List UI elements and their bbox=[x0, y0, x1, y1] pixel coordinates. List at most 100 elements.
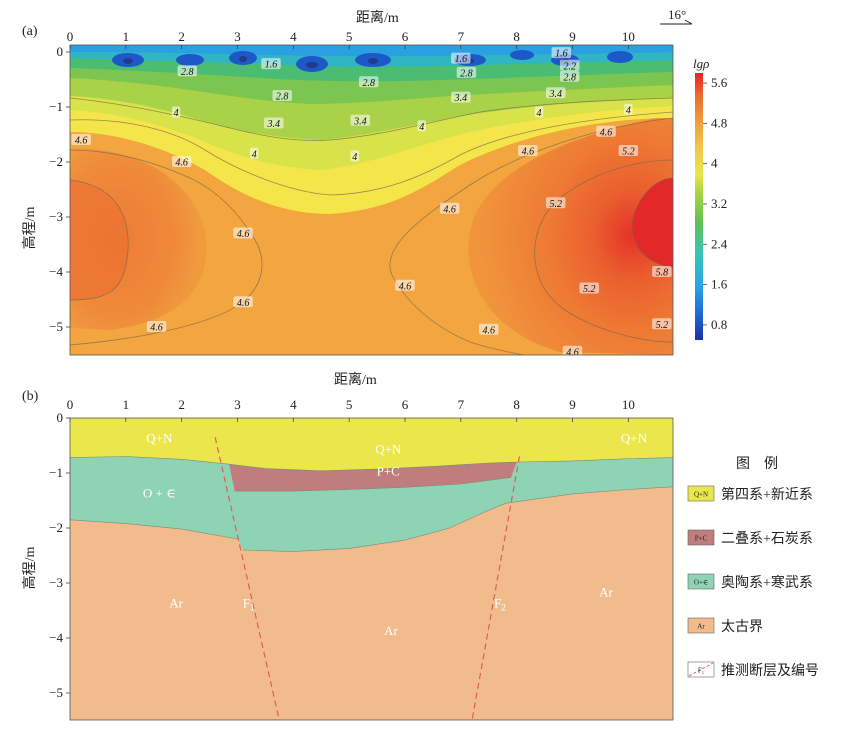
contour-label-bg bbox=[272, 90, 292, 101]
contour-label: 5.2 bbox=[622, 147, 635, 158]
y-tick-label: 0 bbox=[57, 44, 64, 59]
unit-o-e bbox=[70, 456, 673, 552]
y-tick-label: −2 bbox=[49, 520, 63, 535]
x-tick-label: 10 bbox=[622, 29, 635, 44]
y-tick-label: −3 bbox=[49, 575, 63, 590]
contour-label: 4.6 bbox=[237, 229, 250, 240]
layer-boundary bbox=[505, 486, 673, 504]
legend-item: Q+N 第四系+新近系 bbox=[687, 485, 813, 503]
colorbar-label: lgρ bbox=[693, 56, 709, 71]
x-tick-label: 5 bbox=[346, 397, 353, 412]
legend-item: F₁ 推测断层及编号 bbox=[687, 661, 819, 679]
contour-label-bg bbox=[534, 106, 544, 118]
contour-label-bg bbox=[624, 103, 633, 115]
fault-label: F1 bbox=[243, 595, 255, 612]
contour-label: 4.6 bbox=[399, 281, 412, 292]
contour-label: 4.6 bbox=[443, 204, 456, 215]
unit-label: Q+N bbox=[375, 441, 402, 456]
legend-swatch bbox=[687, 617, 715, 634]
contour-label-bg bbox=[146, 321, 167, 332]
contour-label: 4.6 bbox=[522, 147, 535, 158]
unit-p-c bbox=[229, 462, 517, 492]
contour-label: 4.6 bbox=[600, 127, 613, 138]
contour-label-bg bbox=[264, 117, 284, 129]
legend-symbol: F₁ bbox=[698, 667, 704, 675]
contour-label-bg bbox=[546, 197, 566, 209]
legend-label: 推测断层及编号 bbox=[721, 663, 819, 679]
contour-label-bg bbox=[350, 114, 371, 126]
contour-label-bg bbox=[551, 47, 572, 59]
panel-b-y-ticks: 0 −1 −2 −3 −4 −5 bbox=[49, 410, 70, 700]
y-tick-label: −5 bbox=[49, 319, 63, 334]
panel-a-x-ticks: 0 1 2 3 4 5 6 7 8 9 10 bbox=[67, 29, 635, 49]
legend: 图 例 Q+N 第四系+新近系 P+C 二叠系+石炭系 O+∈ 奥陶系+寒武系 Ar 太古界 F… bbox=[687, 456, 819, 679]
legend-item: Ar 太古界 bbox=[687, 617, 763, 635]
panel-b-x-ticks: 0 1 2 3 4 5 6 7 8 9 10 bbox=[67, 397, 635, 422]
x-tick-label: 0 bbox=[67, 397, 74, 412]
contour-label-bg bbox=[652, 266, 672, 277]
y-tick-label: −1 bbox=[49, 465, 63, 480]
x-tick-label: 10 bbox=[622, 397, 635, 412]
contour-label-bg bbox=[456, 66, 477, 78]
contour-label: 5.8 bbox=[656, 268, 669, 279]
contour-label-bg bbox=[395, 279, 415, 291]
colorbar-tick-label: 1.6 bbox=[711, 277, 728, 292]
colorbar-tick-label: 5.6 bbox=[711, 75, 728, 90]
y-tick-label: −4 bbox=[49, 264, 63, 279]
colorbar-tick-label: 4 bbox=[711, 156, 718, 171]
contour-label: 3.4 bbox=[549, 89, 563, 100]
strike-indicator: 16° bbox=[660, 7, 693, 25]
legend-swatch bbox=[687, 529, 715, 546]
contour-label-bg bbox=[71, 134, 91, 145]
unit-q-n bbox=[70, 418, 673, 471]
panel-a-ylabel: 高程/m bbox=[21, 207, 38, 250]
geologic-section: Q+N Q+N Q+N P+C O + ∈ Ar Ar Ar F1 F2 bbox=[70, 418, 673, 720]
contour-label-bg bbox=[417, 120, 426, 132]
fault-label: F2 bbox=[494, 595, 506, 612]
contour-label: 1.6 bbox=[455, 54, 468, 65]
contour-label: 5.2 bbox=[656, 320, 669, 331]
unit-label: Ar bbox=[599, 584, 613, 599]
colorbar-tick-label: 3.2 bbox=[711, 196, 727, 211]
x-tick-label: 6 bbox=[402, 397, 409, 412]
contour-label: 4 bbox=[352, 152, 357, 163]
x-tick-label: 6 bbox=[402, 29, 409, 44]
x-tick-label: 8 bbox=[513, 397, 520, 412]
legend-swatch bbox=[687, 573, 715, 590]
contour-label-bg bbox=[439, 202, 460, 214]
contour-label-bg bbox=[451, 91, 471, 103]
contour-label: 4.6 bbox=[566, 347, 579, 358]
x-tick-label: 4 bbox=[290, 29, 297, 44]
contour-label-bg bbox=[546, 87, 566, 99]
contour-label: 2.8 bbox=[563, 72, 576, 83]
legend-fault-line bbox=[688, 662, 714, 677]
legend-item: P+C 二叠系+石炭系 bbox=[687, 529, 813, 547]
contour-label: 2.8 bbox=[460, 68, 473, 79]
layer-boundary bbox=[70, 519, 238, 540]
contour-label-bg bbox=[559, 59, 580, 71]
contour-label: 2.2 bbox=[563, 61, 576, 72]
colorbar-ticks: 5.6 4.8 4 3.2 2.4 1.6 0.8 bbox=[703, 75, 728, 332]
legend-symbol: Q+N bbox=[694, 491, 708, 499]
legend-title: 图 例 bbox=[736, 456, 778, 472]
x-tick-label: 9 bbox=[569, 397, 576, 412]
y-tick-label: −2 bbox=[49, 154, 63, 169]
unit-labels: Q+N Q+N Q+N P+C O + ∈ Ar Ar Ar bbox=[143, 430, 648, 638]
colorbar-tick-label: 4.8 bbox=[711, 115, 727, 130]
contour-label: 4 bbox=[537, 108, 542, 119]
unit-label: Ar bbox=[169, 595, 183, 610]
contour-label: 4 bbox=[419, 122, 424, 133]
contour-label-bg bbox=[652, 318, 672, 330]
strike-label: 16° bbox=[668, 7, 686, 22]
legend-symbol: O+∈ bbox=[694, 579, 708, 587]
contour-label: 1.6 bbox=[265, 60, 278, 71]
panel-b-ylabel: 高程/m bbox=[21, 547, 38, 590]
contour-label-bg bbox=[233, 227, 253, 239]
contour-label-bg bbox=[261, 58, 281, 70]
panel-a-xlabel: 距离/m bbox=[356, 9, 399, 26]
y-tick-label: −1 bbox=[49, 99, 63, 114]
contour-labels: 2.81.62.81.62.81.62.22.82.8 3.4 3.443.4 3.4… bbox=[71, 47, 672, 358]
fault-line bbox=[471, 456, 521, 720]
unit-label: P+C bbox=[377, 463, 400, 478]
legend-symbol: Ar bbox=[697, 623, 705, 631]
